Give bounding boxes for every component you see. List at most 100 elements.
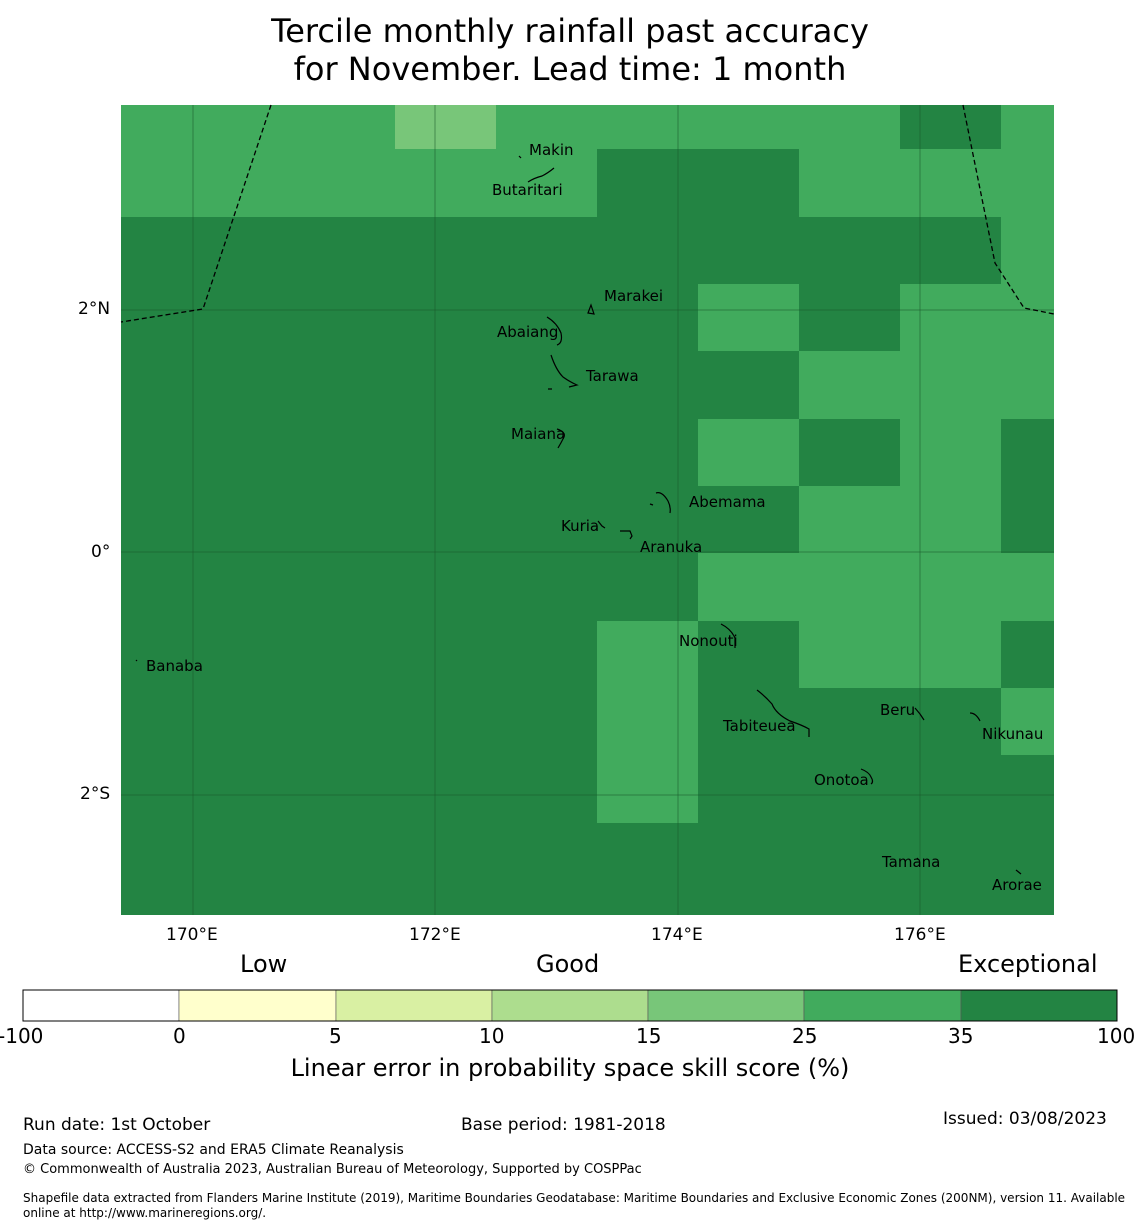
grid-cell bbox=[121, 823, 193, 915]
grid-cell bbox=[496, 351, 597, 419]
colorbar-tick-5: 5 bbox=[329, 1024, 342, 1048]
grid-cell bbox=[121, 688, 193, 755]
island-shape-aranuka bbox=[620, 530, 633, 540]
island-label-abemama: Abemama bbox=[689, 493, 766, 511]
grid-cell bbox=[294, 486, 395, 553]
island-shape-abaiang bbox=[546, 316, 563, 346]
grid-cell bbox=[121, 621, 193, 688]
grid-cell bbox=[799, 755, 900, 823]
lon-tick-176e: 176°E bbox=[894, 925, 946, 945]
grid-cell bbox=[900, 688, 1001, 755]
island-shape-tabiteuea bbox=[756, 689, 810, 737]
grid-cell bbox=[1001, 419, 1054, 486]
grid-cell bbox=[121, 149, 193, 217]
island-label-banaba: Banaba bbox=[146, 657, 203, 675]
grid-cell bbox=[597, 284, 698, 351]
grid-cell bbox=[900, 351, 1001, 419]
graticule bbox=[121, 105, 1054, 915]
island-labels: Makin Butaritari Marakei Abaiang Tarawa … bbox=[146, 141, 1043, 894]
grid-cell bbox=[1001, 217, 1054, 284]
island-shape-arorae bbox=[1015, 869, 1022, 875]
grid-cell bbox=[698, 419, 799, 486]
grid-cell bbox=[193, 217, 294, 284]
grid-cell bbox=[1001, 284, 1054, 351]
grid-cell bbox=[698, 351, 799, 419]
island-shape-butaritari bbox=[527, 167, 555, 183]
grid-cell bbox=[193, 755, 294, 823]
grid-cell bbox=[1001, 351, 1054, 419]
grid-cell bbox=[799, 688, 900, 755]
grid-cell bbox=[294, 419, 395, 486]
grid-cell bbox=[193, 823, 294, 915]
grid-cell bbox=[597, 351, 698, 419]
chart-title-line-2: for November. Lead time: 1 month bbox=[293, 50, 847, 88]
grid-cell bbox=[395, 553, 496, 621]
island-shape-banaba bbox=[135, 659, 138, 662]
island-shape-onotoa bbox=[860, 768, 874, 785]
lon-tick-172e: 172°E bbox=[409, 925, 461, 945]
grid-cell bbox=[597, 486, 698, 553]
grid-cell bbox=[121, 553, 193, 621]
grid-cell bbox=[294, 217, 395, 284]
grid-cell bbox=[193, 419, 294, 486]
grid-cell bbox=[698, 621, 799, 688]
grid-cell bbox=[597, 621, 698, 688]
island-label-marakei: Marakei bbox=[604, 287, 663, 305]
run-date: Run date: 1st October bbox=[23, 1115, 211, 1135]
grid-cell bbox=[1001, 486, 1054, 553]
island-label-tabiteuea: Tabiteuea bbox=[722, 717, 796, 735]
base-period: Base period: 1981-2018 bbox=[461, 1115, 666, 1135]
colorbar-tick-10: 10 bbox=[479, 1024, 505, 1048]
grid-cell bbox=[294, 351, 395, 419]
grid-cell bbox=[193, 105, 294, 149]
lat-tick-2n: 2°N bbox=[78, 299, 111, 319]
grid-cell bbox=[900, 621, 1001, 688]
lat-tick-2s: 2°S bbox=[80, 784, 111, 804]
grid-cell bbox=[121, 105, 193, 149]
grid-cell bbox=[799, 149, 900, 217]
grid-cell bbox=[395, 419, 496, 486]
island-outlines bbox=[135, 155, 1022, 875]
island-shape-marakei bbox=[587, 303, 595, 315]
grid-cell bbox=[395, 351, 496, 419]
island-label-tamana: Tamana bbox=[881, 853, 940, 871]
grid-cell bbox=[121, 284, 193, 351]
colorbar-outline bbox=[22, 989, 1118, 1022]
copyright: © Commonwealth of Australia 2023, Austra… bbox=[23, 1162, 642, 1177]
grid-cell bbox=[597, 217, 698, 284]
colorbar-segment bbox=[647, 989, 805, 1022]
grid-cell bbox=[597, 755, 698, 823]
grid-cell bbox=[900, 419, 1001, 486]
grid-cell bbox=[294, 553, 395, 621]
colorbar-tick-15: 15 bbox=[636, 1024, 662, 1048]
grid-cell bbox=[799, 105, 900, 149]
grid-cell bbox=[395, 688, 496, 755]
grid-cell bbox=[698, 149, 799, 217]
grid-cell bbox=[193, 486, 294, 553]
grid-cell bbox=[294, 149, 395, 217]
grid-cell bbox=[698, 105, 799, 149]
eez-boundary-east bbox=[962, 104, 1055, 315]
grid-cell bbox=[799, 553, 900, 621]
island-shape-tamana bbox=[916, 857, 920, 861]
grid-cell bbox=[1001, 553, 1054, 621]
grid-cell bbox=[496, 755, 597, 823]
grid-cell bbox=[698, 217, 799, 284]
grid-cell bbox=[294, 688, 395, 755]
data-source: Data source: ACCESS-S2 and ERA5 Climate … bbox=[23, 1142, 404, 1158]
colorbar-tick-100: 100 bbox=[1097, 1024, 1136, 1048]
grid-cell bbox=[395, 105, 496, 149]
grid-cell bbox=[597, 419, 698, 486]
grid-cell bbox=[900, 755, 1001, 823]
grid-cell bbox=[900, 217, 1001, 284]
grid-cell bbox=[698, 553, 799, 621]
grid-cell bbox=[1001, 621, 1054, 688]
grid-cell bbox=[799, 621, 900, 688]
category-label-exceptional: Exceptional bbox=[958, 950, 1098, 978]
island-label-onotoa: Onotoa bbox=[814, 771, 869, 789]
grid-cell bbox=[900, 553, 1001, 621]
grid-cell bbox=[121, 217, 193, 284]
grid-cell bbox=[294, 105, 395, 149]
shapefile-credit-line-1: Shapefile data extracted from Flanders M… bbox=[23, 1191, 1126, 1205]
grid-cell bbox=[799, 419, 900, 486]
